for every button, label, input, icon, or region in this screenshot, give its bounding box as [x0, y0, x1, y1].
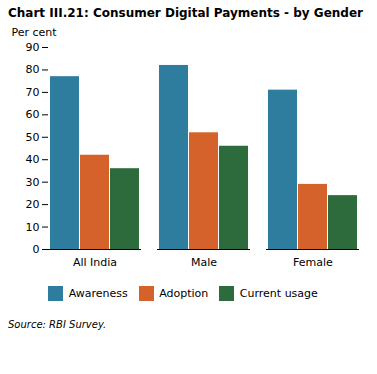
svg-text:70: 70 — [26, 86, 40, 99]
html-text:Awareness: Awareness — [68, 287, 128, 300]
svg-text:60: 60 — [26, 108, 40, 121]
svg-text:80: 80 — [26, 63, 40, 76]
html-text:Adoption: Adoption — [159, 287, 209, 300]
svg-text:30: 30 — [26, 176, 40, 189]
svg-text:50: 50 — [26, 131, 40, 144]
svg-text:Per cent: Per cent — [12, 26, 58, 39]
svg-text:40: 40 — [26, 153, 40, 166]
svg-text:Female: Female — [293, 256, 333, 269]
html-text:Source: RBI Survey.: Source: RBI Survey. — [8, 318, 107, 330]
html-text:Current usage: Current usage — [239, 287, 318, 300]
html-text:Chart III.21: Consumer Digital: Chart III.21: Consumer Digital Payments … — [8, 6, 363, 20]
svg-text:Male: Male — [191, 256, 217, 269]
svg-text:90: 90 — [26, 41, 40, 54]
svg-text:10: 10 — [26, 221, 40, 234]
svg-text:All India: All India — [73, 256, 117, 269]
svg-text:20: 20 — [26, 198, 40, 211]
svg-text:0: 0 — [33, 243, 40, 256]
